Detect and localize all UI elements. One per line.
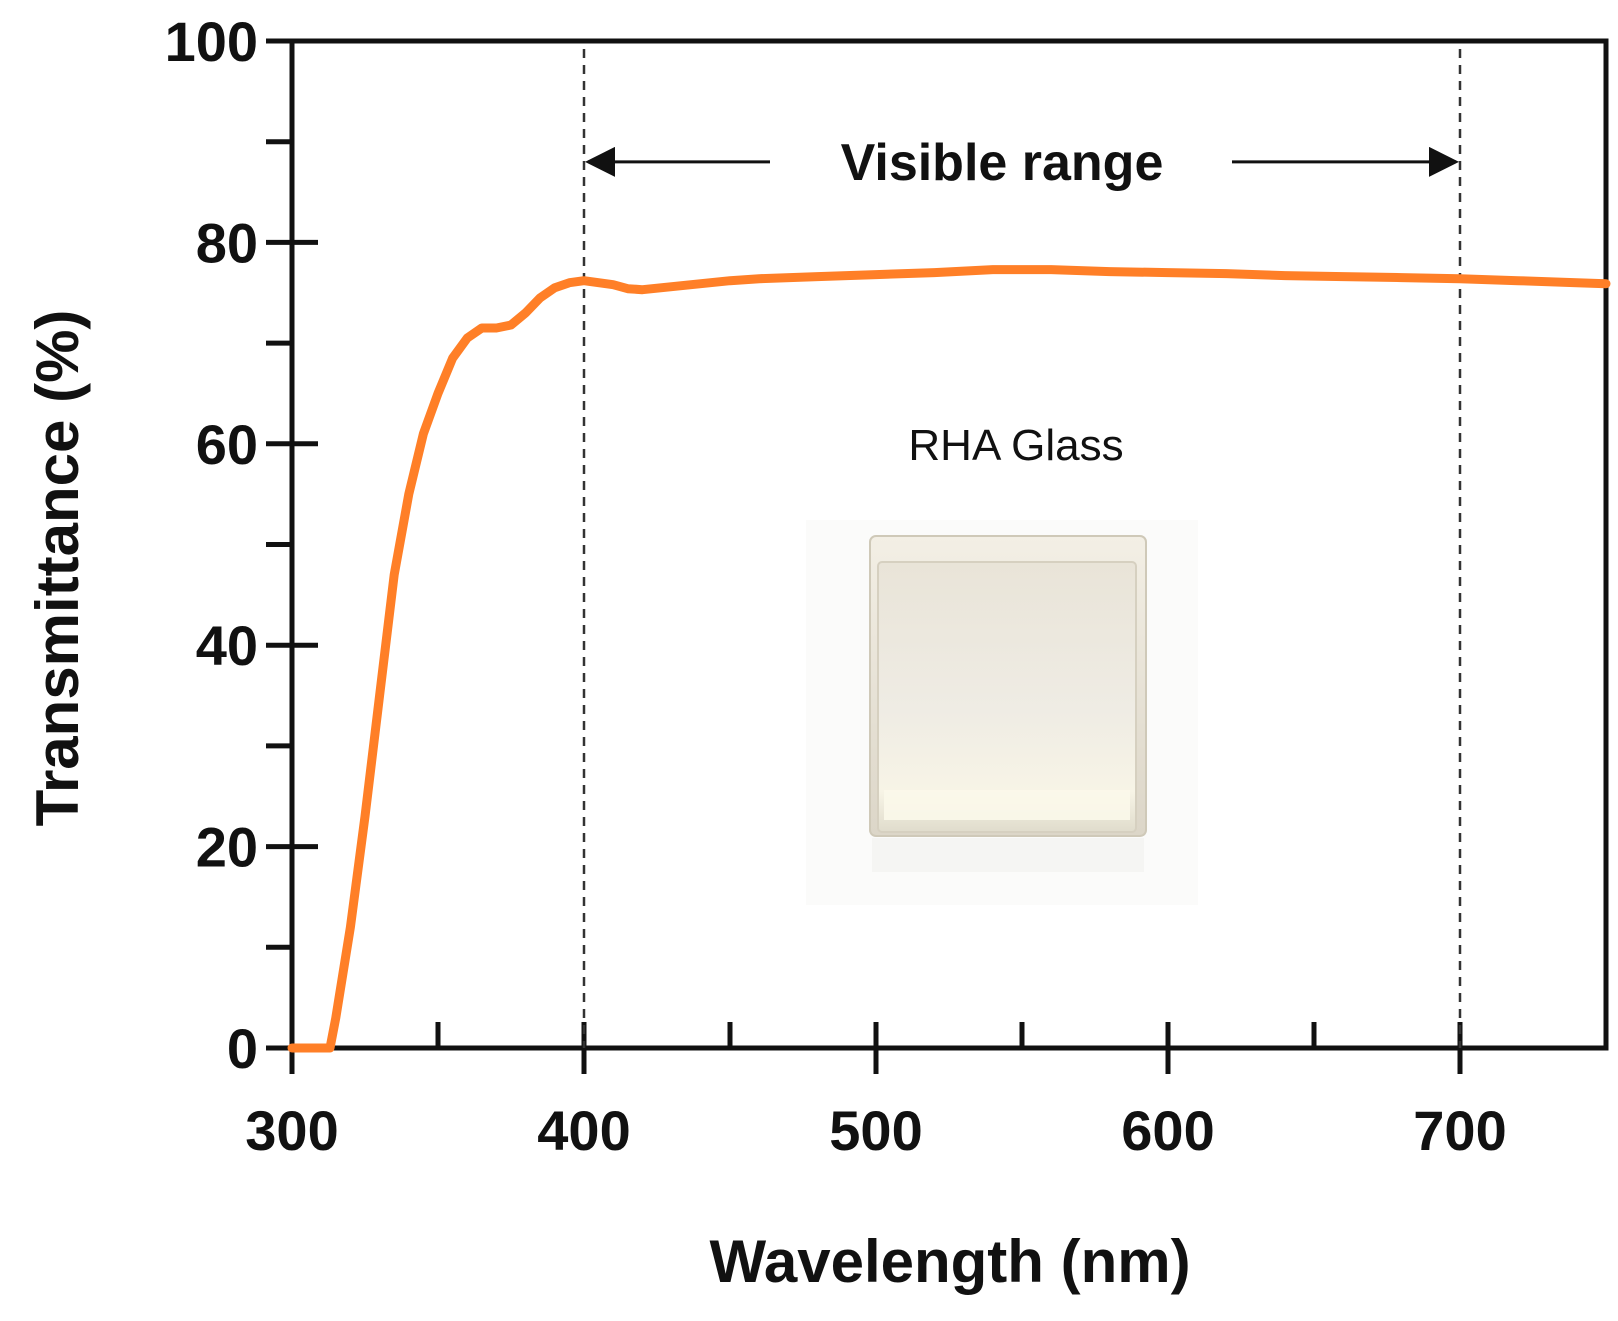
series-line (287, 265, 1611, 1053)
y-tick-label: 100 (165, 10, 258, 73)
x-tick-label: 500 (829, 1099, 922, 1162)
y-tick-label: 60 (196, 413, 258, 476)
y-tick-label: 80 (196, 211, 258, 274)
x-axis-tick-labels: 300 400 500 600 700 (245, 1099, 1506, 1162)
visible-range-label: Visible range (841, 134, 1164, 192)
sample-label: RHA Glass (908, 421, 1123, 470)
y-tick-label: 20 (196, 816, 258, 879)
y-tick-label: 40 (196, 614, 258, 677)
x-tick-label: 700 (1413, 1099, 1506, 1162)
visible-range-boundaries (582, 49, 1462, 1048)
y-axis-title: Transmittance (%) (24, 310, 91, 827)
x-tick-label: 400 (537, 1099, 630, 1162)
x-axis-title: Wavelength (nm) (709, 1228, 1190, 1295)
glass-sample-photo (806, 520, 1198, 905)
y-tick-label: 0 (227, 1017, 258, 1080)
series-layer (287, 265, 1611, 1053)
x-tick-label: 300 (245, 1099, 338, 1162)
annotations: Visible range RHA Glass (585, 134, 1459, 470)
x-tick-label: 600 (1121, 1099, 1214, 1162)
y-axis-tick-labels: 0 20 40 60 80 100 (165, 10, 258, 1080)
